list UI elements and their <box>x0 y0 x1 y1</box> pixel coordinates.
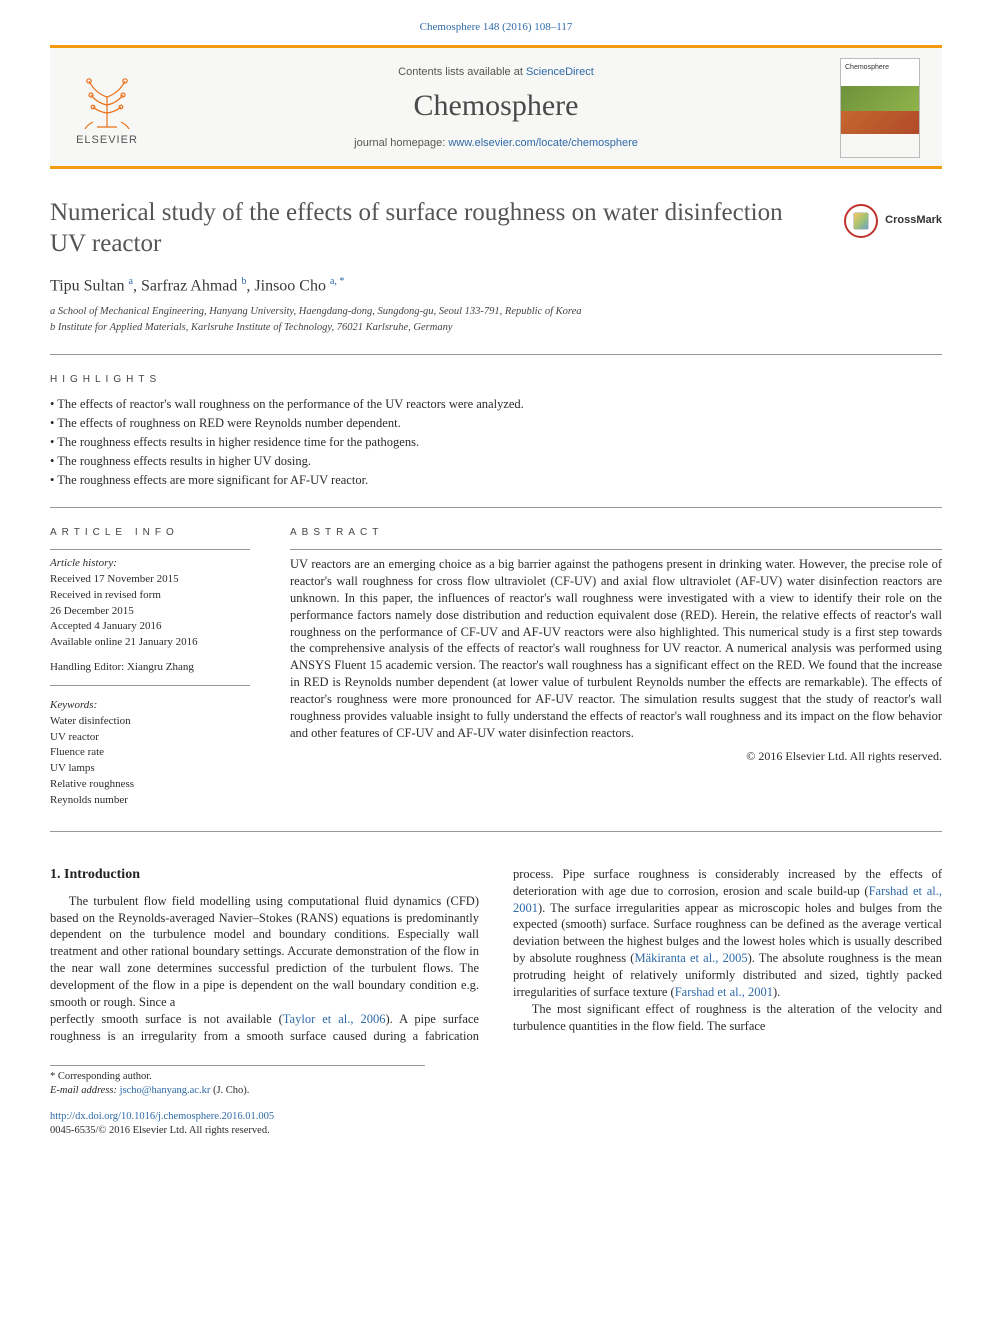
homepage-link[interactable]: www.elsevier.com/locate/chemosphere <box>448 137 638 149</box>
journal-name: Chemosphere <box>152 86 840 127</box>
highlights-label: HIGHLIGHTS <box>50 373 942 387</box>
corresponding-author: * Corresponding author. <box>50 1070 425 1084</box>
highlights-block: The effects of reactor's wall roughness … <box>50 396 942 488</box>
highlight-item: The roughness effects results in higher … <box>50 453 942 470</box>
journal-cover-thumbnail <box>840 58 920 158</box>
highlight-item: The roughness effects results in higher … <box>50 434 942 451</box>
article-info-label: ARTICLE INFO <box>50 526 250 540</box>
keyword-item: Fluence rate <box>50 745 250 760</box>
masthead-right <box>840 58 930 158</box>
handling-editor: Handling Editor: Xiangru Zhang <box>50 660 250 675</box>
crossmark-badge[interactable]: CrossMark <box>843 203 942 239</box>
footnote-block: * Corresponding author. E-mail address: … <box>50 1065 425 1098</box>
contents-prefix: Contents lists available at <box>398 66 526 78</box>
separator <box>50 507 942 508</box>
keywords-head: Keywords: <box>50 698 250 713</box>
ref-link[interactable]: Farshad et al., 2001 <box>513 884 942 915</box>
section-heading-intro: 1. Introduction <box>50 866 479 885</box>
affiliation-a: a School of Mechanical Engineering, Hany… <box>50 305 942 320</box>
body-p3: The most significant effect of roughness… <box>513 1001 942 1035</box>
abstract-text: UV reactors are an emerging choice as a … <box>290 556 942 742</box>
body-p1: The turbulent flow field modelling using… <box>50 893 479 1011</box>
info-abstract-row: ARTICLE INFO Article history: Received 1… <box>50 526 942 809</box>
elsevier-tree-icon <box>75 67 139 131</box>
history-accepted: Accepted 4 January 2016 <box>50 619 250 634</box>
bottom-orange-bar <box>50 166 942 169</box>
ref-link[interactable]: Mäkiranta et al., 2005 <box>634 951 747 965</box>
crossmark-icon <box>843 203 879 239</box>
contents-line: Contents lists available at ScienceDirec… <box>152 65 840 80</box>
paper-title: Numerical study of the effects of surfac… <box>50 197 823 260</box>
history-revised-1: Received in revised form <box>50 588 250 603</box>
ref-link[interactable]: Farshad et al., 2001 <box>675 985 773 999</box>
keywords-list: Water disinfectionUV reactorFluence rate… <box>50 714 250 808</box>
authors-line: Tipu Sultan a, Sarfraz Ahmad b, Jinsoo C… <box>50 275 942 297</box>
ref-link[interactable]: Taylor et al., 2006 <box>283 1012 386 1026</box>
copyright-line: © 2016 Elsevier Ltd. All rights reserved… <box>290 748 942 764</box>
history-head: Article history: <box>50 556 250 571</box>
body-two-column: 1. Introduction The turbulent flow field… <box>50 866 942 1045</box>
history-revised-2: 26 December 2015 <box>50 604 250 619</box>
top-citation: Chemosphere 148 (2016) 108–117 <box>50 20 942 35</box>
crossmark-label: CrossMark <box>885 213 942 228</box>
publisher-logo-block: ELSEVIER <box>62 67 152 148</box>
keyword-item: Relative roughness <box>50 777 250 792</box>
masthead: ELSEVIER Contents lists available at Sci… <box>50 48 942 166</box>
title-row: Numerical study of the effects of surfac… <box>50 197 942 260</box>
email-link[interactable]: jscho@hanyang.ac.kr <box>120 1085 211 1096</box>
email-line: E-mail address: jscho@hanyang.ac.kr (J. … <box>50 1084 425 1098</box>
email-label: E-mail address: <box>50 1085 120 1096</box>
history-received: Received 17 November 2015 <box>50 572 250 587</box>
highlights-list: The effects of reactor's wall roughness … <box>50 396 942 488</box>
separator <box>50 831 942 832</box>
affiliations: a School of Mechanical Engineering, Hany… <box>50 305 942 335</box>
homepage-prefix: journal homepage: <box>354 137 448 149</box>
keyword-item: UV reactor <box>50 730 250 745</box>
abstract-col: ABSTRACT UV reactors are an emerging cho… <box>290 526 942 809</box>
highlight-item: The roughness effects are more significa… <box>50 472 942 489</box>
doi-link[interactable]: http://dx.doi.org/10.1016/j.chemosphere.… <box>50 1111 274 1122</box>
publisher-label: ELSEVIER <box>76 133 138 148</box>
article-info: ARTICLE INFO Article history: Received 1… <box>50 526 250 809</box>
abstract-label: ABSTRACT <box>290 526 942 540</box>
separator <box>50 354 942 355</box>
history-online: Available online 21 January 2016 <box>50 635 250 650</box>
issn-line: 0045-6535/© 2016 Elsevier Ltd. All right… <box>50 1125 270 1136</box>
email-who: (J. Cho). <box>210 1085 249 1096</box>
highlight-item: The effects of roughness on RED were Rey… <box>50 415 942 432</box>
affiliation-b: b Institute for Applied Materials, Karls… <box>50 321 942 336</box>
sciencedirect-link[interactable]: ScienceDirect <box>526 66 594 78</box>
homepage-line: journal homepage: www.elsevier.com/locat… <box>152 136 840 151</box>
keyword-item: UV lamps <box>50 761 250 776</box>
masthead-center: Contents lists available at ScienceDirec… <box>152 65 840 151</box>
keyword-item: Water disinfection <box>50 714 250 729</box>
citation-link[interactable]: Chemosphere 148 (2016) 108–117 <box>420 21 573 33</box>
keyword-item: Reynolds number <box>50 793 250 808</box>
doi-block: http://dx.doi.org/10.1016/j.chemosphere.… <box>50 1110 942 1138</box>
highlight-item: The effects of reactor's wall roughness … <box>50 396 942 413</box>
